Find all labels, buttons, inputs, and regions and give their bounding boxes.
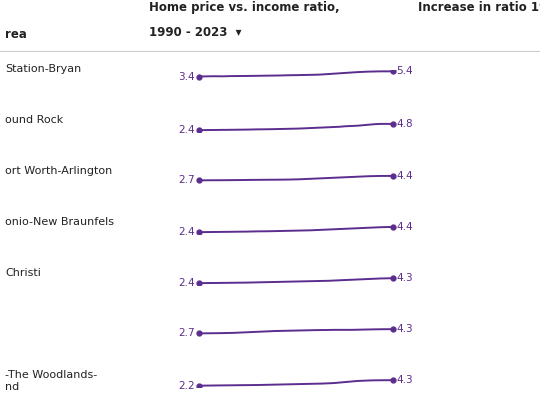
Text: 3.4: 3.4	[178, 72, 195, 81]
Text: -The Woodlands-
nd: -The Woodlands- nd	[5, 370, 98, 392]
Text: 5.4: 5.4	[396, 66, 413, 77]
Text: 4.4: 4.4	[396, 171, 413, 181]
Text: 2.4: 2.4	[178, 125, 195, 135]
Text: Home price vs. income ratio,: Home price vs. income ratio,	[148, 1, 339, 14]
Text: 2.7: 2.7	[178, 328, 195, 338]
Text: 1990 - 2023  ▾: 1990 - 2023 ▾	[148, 26, 241, 39]
Text: 2.2: 2.2	[178, 381, 195, 391]
Text: 2.4: 2.4	[178, 227, 195, 237]
Text: 4.3: 4.3	[396, 324, 413, 334]
Text: 4.3: 4.3	[396, 273, 413, 283]
Text: onio-New Braunfels: onio-New Braunfels	[5, 217, 114, 227]
Text: Christi: Christi	[5, 268, 41, 278]
Text: 4.8: 4.8	[396, 119, 413, 129]
Text: rea: rea	[5, 28, 28, 41]
Text: 2.4: 2.4	[178, 278, 195, 288]
Text: 2.7: 2.7	[178, 175, 195, 185]
Text: 4.3: 4.3	[396, 375, 413, 385]
Text: 4.4: 4.4	[396, 222, 413, 232]
Text: Station-Bryan: Station-Bryan	[5, 64, 82, 74]
Text: ound Rock: ound Rock	[5, 115, 64, 125]
Text: ort Worth-Arlington: ort Worth-Arlington	[5, 166, 113, 176]
Text: Increase in ratio 1990 v: Increase in ratio 1990 v	[418, 1, 540, 14]
